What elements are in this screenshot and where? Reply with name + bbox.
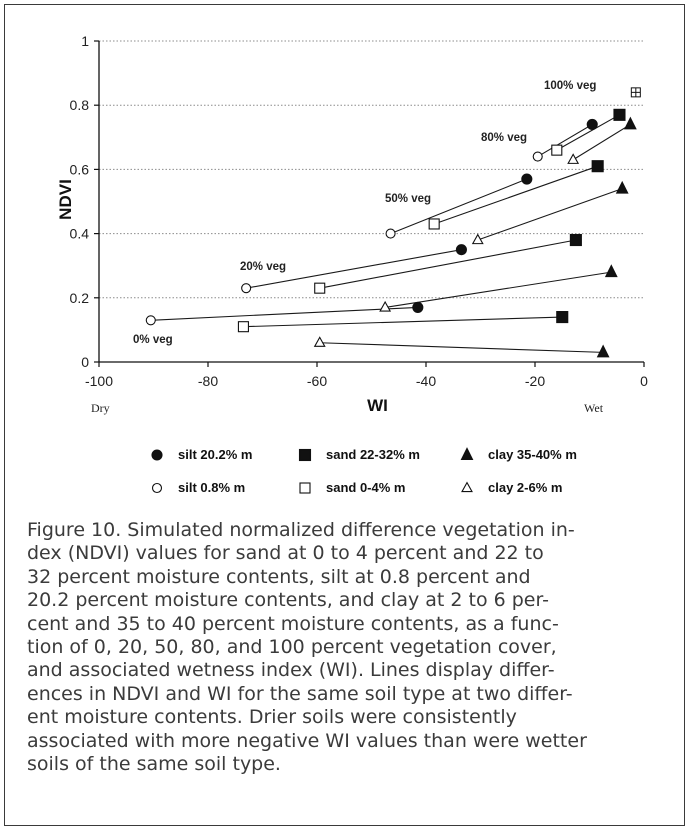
caption-line: associated with more negative WI values … — [27, 729, 587, 752]
x-tick-label: 0 — [640, 373, 648, 389]
data-point — [412, 301, 424, 313]
caption-line: ences in NDVI and WI for the same soil t… — [27, 682, 573, 705]
connector-line — [319, 342, 604, 353]
legend-marker — [151, 482, 163, 494]
figure-caption: Figure 10. Simulated normalized differen… — [27, 519, 663, 776]
caption-line: soils of the same soil type. — [27, 753, 281, 776]
caption-line: ent moisture contents. Drier soils were … — [27, 706, 517, 729]
veg-annotation: 80% veg — [481, 132, 527, 144]
legend-label: clay 35-40% m — [488, 447, 577, 462]
y-tick-label: 1 — [81, 33, 89, 49]
data-point — [613, 108, 626, 121]
data-point — [591, 160, 604, 173]
data-point — [145, 315, 156, 326]
connector-line — [385, 271, 612, 308]
caption-line: tion of 0, 20, 50, 80, and 100 percent v… — [27, 636, 557, 659]
connector-line — [477, 188, 623, 241]
x-tick-label: -20 — [525, 373, 545, 389]
data-point — [314, 282, 326, 294]
data-point — [241, 283, 252, 294]
x-tick-label: -80 — [198, 373, 218, 389]
data-point — [385, 228, 396, 239]
data-point — [630, 87, 641, 98]
x-end-label-dry: Dry — [91, 401, 110, 415]
data-point — [604, 264, 618, 278]
caption-line: Figure 10. Simulated normalized differen… — [27, 519, 575, 541]
veg-annotation: 50% veg — [385, 193, 431, 205]
veg-annotation: 20% veg — [240, 261, 286, 273]
legend-marker — [461, 481, 473, 493]
data-point — [313, 336, 326, 347]
data-point — [567, 153, 580, 164]
veg-annotation: 100% veg — [544, 80, 596, 92]
caption-line: cent and 35 to 40 percent moisture conte… — [27, 612, 559, 635]
chart-labels: NDVI WI Dry Wet 0% veg 20% veg 50% veg 80% veg 1… — [56, 80, 604, 415]
chart: 0 0.2 0.4 0.6 0.8 1 -100 -80 -60 -40 -20 0 NDVI WI Dr… — [56, 33, 649, 495]
connector-line — [150, 306, 418, 321]
connector-line — [433, 165, 598, 225]
connector-line — [537, 123, 593, 158]
legend-marker — [460, 447, 474, 460]
veg-annotation: 0% veg — [133, 334, 173, 346]
connector-line — [243, 316, 563, 328]
connector-line — [556, 114, 620, 151]
legend-label: sand 22-32% m — [326, 447, 420, 462]
legend-label: clay 2-6% m — [488, 480, 562, 495]
y-tick-label: 0.6 — [70, 161, 90, 177]
data-point — [455, 244, 467, 256]
data-point — [471, 233, 484, 245]
caption-line: 32 percent moisture contents, silt at 0.… — [27, 565, 531, 588]
connector-line — [246, 249, 462, 289]
y-axis-title: NDVI — [56, 179, 75, 220]
legend: silt 20.2% m sand 22-32% m clay 35-40% m si… — [151, 447, 577, 495]
caption-line: 20.2 percent moisture contents, and clay… — [27, 589, 549, 612]
data-point — [237, 321, 249, 333]
data-point — [615, 180, 629, 194]
legend-label: sand 0-4% m — [326, 480, 405, 495]
data-point — [379, 300, 392, 312]
data-point — [596, 344, 610, 358]
y-tick-label: 0.8 — [70, 97, 90, 113]
figure-frame — [4, 4, 685, 826]
data-point — [586, 118, 598, 131]
data-point — [521, 173, 533, 185]
x-tick-label: -100 — [85, 373, 113, 389]
axes: 0 0.2 0.4 0.6 0.8 1 -100 -80 -60 -40 -20 0 — [70, 33, 649, 389]
legend-marker — [151, 449, 163, 461]
legend-marker — [298, 448, 312, 462]
caption-line: dex (NDVI) values for sand at 0 to 4 per… — [27, 542, 544, 565]
x-end-label-wet: Wet — [584, 401, 604, 415]
legend-marker — [299, 482, 311, 494]
caption-line: and associated wetness index (WI). Lines… — [27, 659, 555, 682]
data-point — [551, 144, 563, 156]
y-tick-label: 0.4 — [70, 226, 90, 242]
connector-line — [319, 239, 576, 289]
data-point — [556, 311, 569, 324]
connector-line — [390, 178, 528, 235]
y-tick-label: 0.2 — [70, 290, 90, 306]
data-point — [623, 116, 637, 130]
x-tick-label: -40 — [416, 373, 436, 389]
y-tick-label: 0 — [81, 354, 89, 370]
connector-lines — [150, 114, 631, 353]
data-point — [428, 218, 440, 230]
data-point — [569, 233, 582, 247]
legend-label: silt 0.8% m — [178, 480, 245, 495]
legend-label: silt 20.2% m — [178, 447, 252, 462]
x-tick-label: -60 — [307, 373, 327, 389]
x-axis-title: WI — [367, 396, 388, 415]
data-point — [532, 151, 543, 162]
data-points — [145, 87, 641, 358]
connector-line — [572, 123, 631, 161]
